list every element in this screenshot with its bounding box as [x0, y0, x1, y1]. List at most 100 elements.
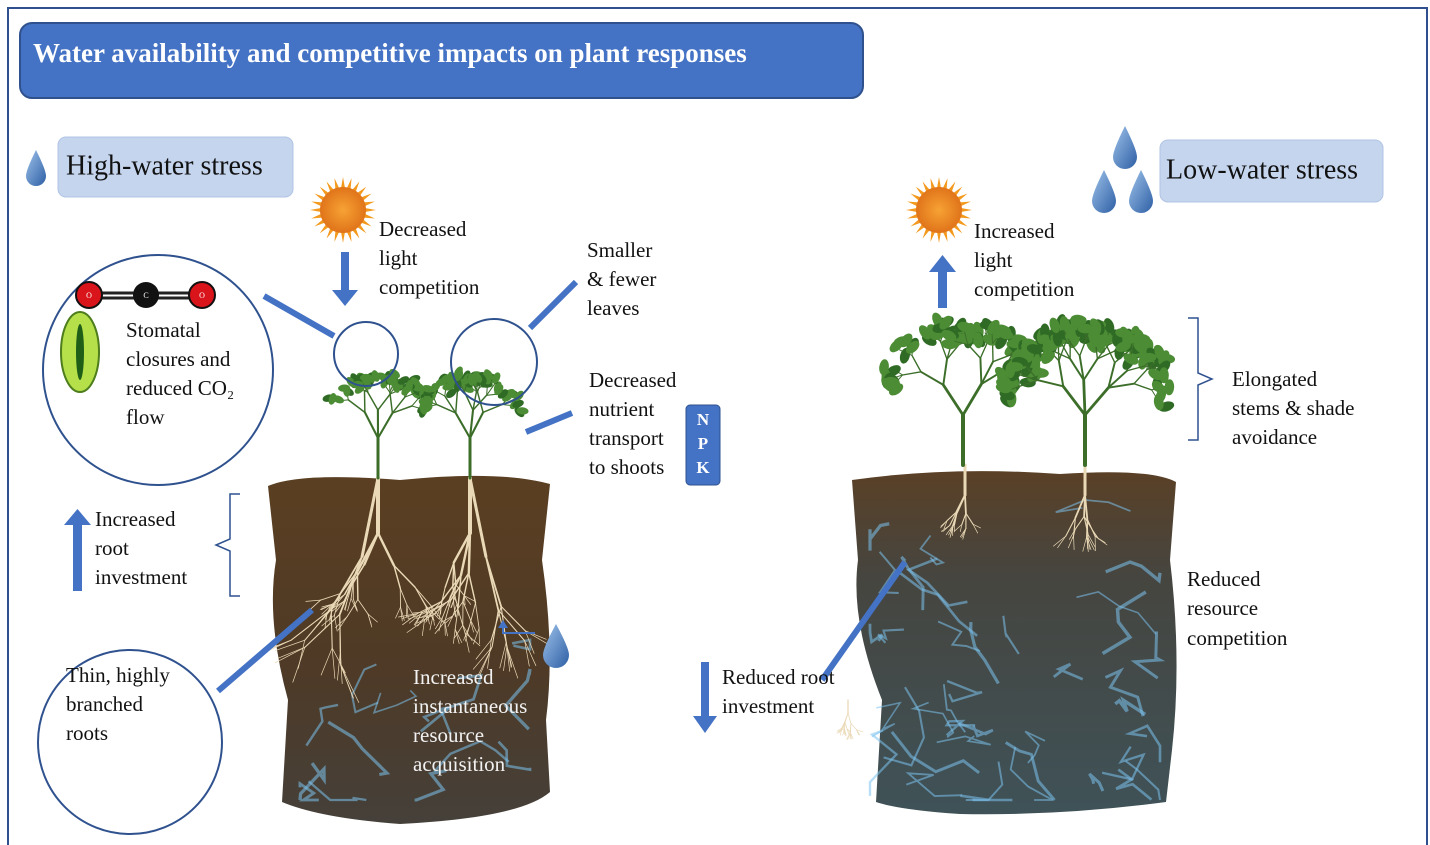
label-line: investment: [95, 565, 187, 589]
sun-ray: [341, 232, 345, 243]
stem: [912, 355, 921, 371]
label-line: root: [95, 536, 129, 560]
stem: [368, 393, 378, 411]
connector: [530, 282, 576, 328]
label-line: branched: [66, 692, 143, 716]
label-line: competition: [379, 275, 480, 299]
label-line: competition: [1187, 626, 1288, 650]
stem: [365, 412, 378, 438]
stem: [943, 359, 947, 385]
root: [848, 713, 851, 724]
label-line: resource: [1187, 596, 1258, 620]
title-box: Water availability and competitive impac…: [20, 23, 863, 98]
label-line: nutrient: [589, 397, 654, 421]
label-line: flow: [126, 405, 165, 429]
sun-ray: [937, 232, 941, 243]
focus-circle: [451, 319, 537, 405]
arrow-down: [693, 662, 717, 733]
root: [851, 724, 857, 730]
label-line: Decreased: [589, 368, 677, 392]
stem: [1059, 361, 1063, 387]
stem: [903, 372, 921, 375]
label-line: light: [974, 248, 1013, 272]
root: [340, 614, 341, 652]
stem: [963, 384, 981, 415]
stem: [378, 394, 390, 410]
label-line: leaves: [587, 296, 639, 320]
npk-letter: N: [697, 410, 710, 429]
npk-letter: K: [696, 458, 710, 477]
atom: O: [199, 291, 205, 300]
stem: [1084, 380, 1085, 415]
root: [965, 495, 966, 513]
bracket: [1188, 318, 1212, 440]
stem: [348, 400, 365, 412]
label-line: closures and: [126, 347, 231, 371]
sun: [310, 177, 376, 243]
label-line: resource: [413, 723, 484, 747]
npk-box: N P K: [686, 405, 720, 485]
bracket: [216, 494, 240, 596]
sun: [906, 177, 972, 243]
stomata-inset: [264, 296, 334, 336]
label-line: to shoots: [589, 455, 664, 479]
title: Water availability and competitive impac…: [33, 38, 747, 68]
label-line: Decreased: [379, 217, 467, 241]
label-line: & fewer: [587, 267, 656, 291]
root: [357, 571, 358, 599]
label-line: Thin, highly: [66, 663, 170, 687]
atom: C: [143, 291, 148, 300]
stem: [1084, 359, 1098, 380]
label-line: Reduced root: [722, 665, 835, 689]
npk-letter: P: [698, 434, 708, 453]
sun-disc: [320, 187, 366, 233]
root: [469, 533, 470, 573]
stem: [980, 358, 981, 384]
label-line: Increased: [974, 219, 1055, 243]
stem: [378, 413, 392, 438]
label-line: reduced CO₂: [126, 376, 234, 400]
stem: [1134, 384, 1152, 390]
stomata-inset: [76, 324, 84, 380]
panel-label: Low-water stress: [1166, 154, 1358, 185]
label-line: transport: [589, 426, 664, 450]
label-line: stems & shade: [1232, 396, 1354, 420]
stomata-inset: O C O Stomatal closures and reduced CO₂ …: [43, 255, 334, 485]
stem: [456, 392, 458, 413]
sun-disc: [916, 187, 962, 233]
label-line: Increased: [95, 507, 176, 531]
stem: [943, 385, 963, 415]
label-line: light: [379, 246, 418, 270]
sun-ray: [365, 208, 376, 212]
water-drop: [1113, 126, 1137, 169]
label-line: Stomatal: [126, 318, 201, 342]
arrow-up: [929, 255, 956, 308]
diagram: Water availability and competitive impac…: [0, 0, 1430, 845]
arrow-down: [332, 252, 358, 306]
label-line: Reduced: [1187, 567, 1261, 591]
stem: [921, 372, 943, 385]
stem: [1134, 370, 1147, 384]
root: [845, 713, 848, 723]
stem: [1085, 388, 1108, 415]
stem: [1038, 380, 1063, 386]
label-line: instantaneous: [413, 694, 527, 718]
label-line: competition: [974, 277, 1075, 301]
sun-ray: [961, 208, 972, 212]
arrow-up: [64, 509, 91, 591]
stem: [456, 413, 470, 438]
root: [845, 723, 847, 729]
label-line: investment: [722, 694, 814, 718]
water-drop: [26, 150, 46, 186]
connector: [526, 413, 572, 432]
sun-ray: [341, 177, 345, 188]
sun-ray: [937, 177, 941, 188]
stem: [1063, 386, 1085, 415]
label-line: roots: [66, 721, 108, 745]
high-water-label: High-water stress: [58, 137, 293, 197]
atom: O: [86, 291, 92, 300]
label-line: acquisition: [413, 752, 506, 776]
panel-label: High-water stress: [66, 150, 263, 181]
sun-ray: [310, 208, 321, 212]
label-line: Elongated: [1232, 367, 1318, 391]
